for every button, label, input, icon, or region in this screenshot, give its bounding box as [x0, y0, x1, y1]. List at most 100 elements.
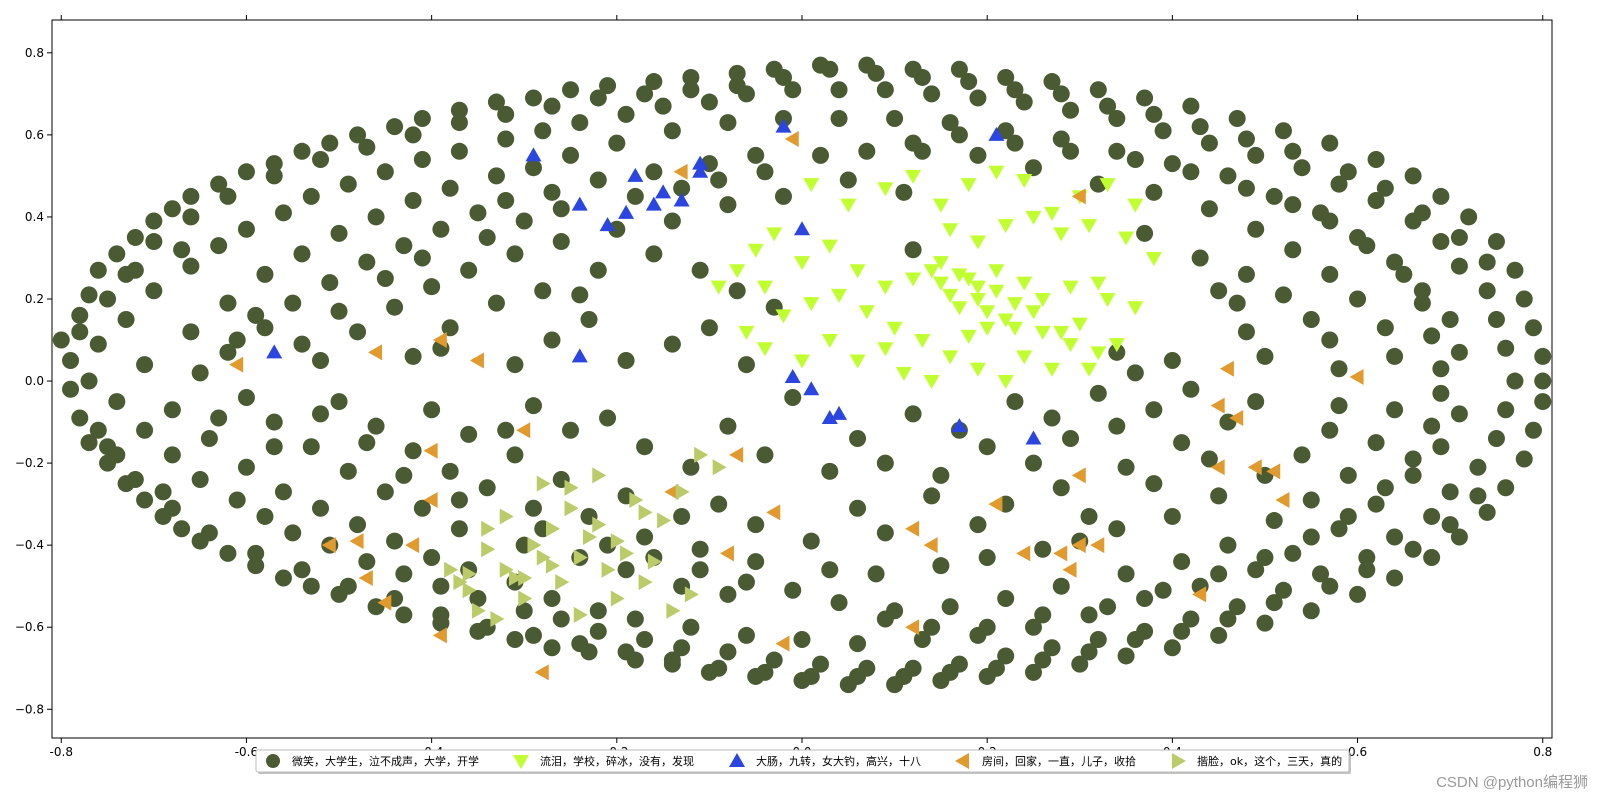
data-point [1145, 401, 1163, 419]
data-point [942, 288, 959, 303]
data-point [1052, 479, 1070, 497]
data-point [691, 261, 709, 279]
data-point [1034, 540, 1052, 558]
data-point [469, 204, 487, 222]
data-point [423, 548, 441, 566]
data-point [682, 68, 700, 86]
data-point [1016, 350, 1033, 365]
data-point [80, 286, 98, 304]
data-point [506, 446, 524, 464]
data-point [62, 352, 80, 370]
data-point [136, 421, 154, 439]
data-point [432, 220, 450, 238]
data-point [1052, 577, 1070, 595]
data-point [339, 462, 357, 480]
data-point [266, 344, 283, 359]
data-point [932, 557, 950, 575]
data-point [219, 294, 237, 312]
data-point [478, 228, 496, 246]
data-point [905, 619, 920, 636]
data-point [108, 393, 126, 411]
legend-marker [955, 753, 969, 769]
data-point [775, 309, 792, 324]
data-point [1302, 528, 1320, 546]
data-point [904, 405, 922, 423]
y-tick-label: 0.8 [25, 46, 44, 60]
data-point [784, 130, 799, 147]
data-point [1210, 565, 1228, 583]
data-point [1182, 97, 1200, 115]
data-point [564, 500, 579, 517]
data-point [636, 85, 654, 103]
data-point [737, 573, 755, 591]
data-point [284, 524, 302, 542]
data-point [312, 352, 330, 370]
watermark: CSDN @python编程狮 [1436, 774, 1588, 791]
data-point [99, 290, 117, 308]
data-point [497, 192, 515, 210]
data-point [469, 590, 487, 608]
data-point [737, 626, 755, 644]
data-point [951, 418, 968, 433]
data-point [1108, 520, 1126, 538]
data-point [812, 655, 830, 673]
y-tick-label: 0.0 [25, 374, 44, 388]
data-point [497, 421, 515, 439]
data-point [876, 610, 894, 628]
data-point [821, 239, 838, 254]
data-point [802, 532, 820, 550]
data-point [386, 532, 404, 550]
data-point [487, 93, 505, 111]
data-point [1016, 174, 1033, 189]
data-point [877, 182, 894, 197]
data-point [895, 366, 912, 381]
data-point [1247, 561, 1265, 579]
data-point [136, 491, 154, 509]
data-point [1024, 618, 1042, 636]
data-point [1256, 614, 1274, 632]
data-point [1469, 487, 1487, 505]
data-point [1534, 393, 1552, 411]
data-point [450, 491, 468, 509]
data-point [1090, 276, 1107, 291]
data-point [1432, 438, 1450, 456]
data-point [978, 438, 996, 456]
data-point [700, 93, 718, 111]
data-point [395, 565, 413, 583]
data-point [592, 516, 607, 533]
data-point [1145, 183, 1163, 201]
data-point [404, 192, 422, 210]
data-point [645, 163, 663, 181]
data-point [610, 533, 625, 550]
data-point [432, 627, 447, 644]
data-point [1349, 290, 1367, 308]
data-point [766, 227, 783, 242]
data-point [376, 483, 394, 501]
data-point [951, 301, 968, 316]
data-point [617, 561, 635, 579]
data-point [1386, 569, 1404, 587]
data-point [1376, 319, 1394, 337]
data-point [358, 569, 373, 586]
data-point [200, 524, 218, 542]
y-tick-label: −0.2 [15, 456, 44, 470]
data-point [666, 602, 681, 619]
data-point [80, 372, 98, 390]
data-point [1497, 401, 1515, 419]
data-point [367, 208, 385, 226]
data-point [1330, 520, 1348, 538]
data-point [905, 520, 920, 537]
data-point [1265, 594, 1283, 612]
data-point [599, 77, 617, 95]
data-point [1534, 372, 1552, 390]
data-point [941, 114, 959, 132]
data-point [237, 220, 255, 238]
data-point [1043, 73, 1061, 91]
data-point [932, 276, 949, 291]
data-point [1237, 323, 1255, 341]
data-point [312, 405, 330, 423]
data-point [1376, 179, 1394, 197]
data-point [534, 122, 552, 140]
data-point [988, 165, 1005, 180]
